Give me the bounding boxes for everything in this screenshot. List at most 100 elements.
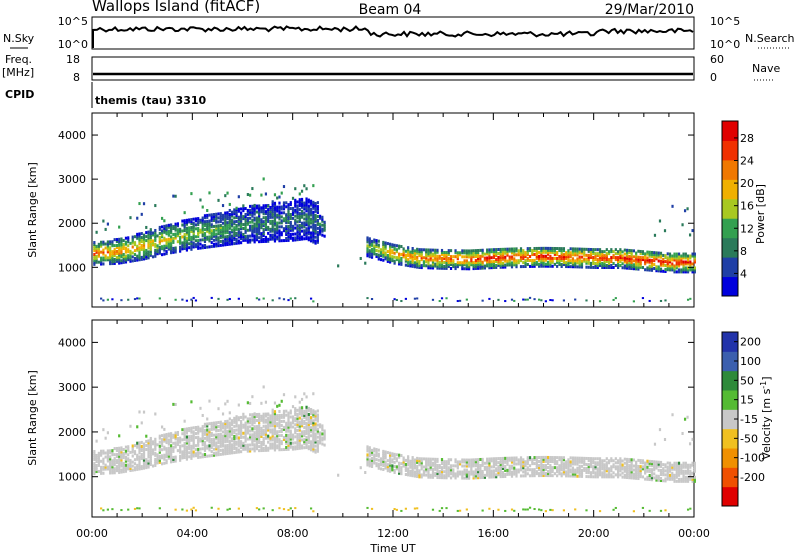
velocity-cell (644, 463, 647, 467)
velocity-cell (199, 429, 202, 433)
power-cell (262, 239, 265, 243)
velocity-cell (312, 439, 315, 443)
velocity-cell (264, 436, 268, 440)
velocity-cell (179, 458, 182, 462)
power-cell (366, 240, 369, 244)
power-cell (197, 246, 200, 250)
power-cell (219, 212, 222, 216)
power-cell (253, 203, 256, 207)
power-cell (653, 257, 656, 261)
power-cell (217, 242, 220, 246)
power-cell (208, 221, 211, 225)
velocity-cell (294, 431, 297, 435)
power-cell (510, 265, 514, 269)
power-cell (201, 244, 204, 248)
power-cell (208, 229, 211, 233)
power-cell (97, 242, 100, 246)
velocity-cell (571, 462, 575, 466)
power-cell (113, 257, 116, 261)
velocity-cell (646, 475, 649, 479)
power-cell (501, 253, 505, 257)
velocity-cell (127, 449, 130, 453)
power-cell (571, 259, 575, 263)
power-cell (309, 239, 313, 243)
power-cell (316, 218, 319, 222)
velocity-cell (504, 472, 507, 476)
power-cell (379, 250, 383, 254)
velocity-cell (215, 445, 218, 449)
velocity-cell (655, 460, 658, 464)
power-cell (562, 261, 566, 265)
power-cell (321, 233, 324, 237)
power-cell (481, 299, 484, 302)
velocity-cell (316, 441, 319, 445)
power-cell (188, 238, 191, 242)
velocity-cell (560, 472, 563, 476)
power-cell (154, 232, 157, 236)
power-cell (206, 227, 209, 231)
velocity-cell (312, 413, 315, 417)
power-cell (434, 256, 437, 260)
power-cell (316, 236, 319, 240)
velocity-cell (273, 428, 277, 432)
power-cell (650, 264, 654, 268)
power-cell (691, 252, 694, 256)
velocity-cell (124, 449, 128, 453)
power-cell (199, 218, 202, 222)
power-cell (93, 248, 96, 252)
power-cell (562, 263, 566, 267)
power-cell (298, 198, 301, 202)
power-cell (258, 226, 261, 230)
velocity-cell (409, 461, 412, 465)
power-cell (201, 220, 204, 224)
power-cell (127, 244, 130, 248)
velocity-cell (287, 423, 290, 427)
velocity-cell (607, 461, 611, 465)
power-cell (167, 247, 170, 251)
velocity-cell (492, 457, 496, 461)
velocity-cell (644, 477, 647, 481)
power-cell (183, 223, 186, 227)
power-cell (682, 254, 685, 258)
velocity-cell (111, 459, 114, 463)
power-cell (422, 256, 426, 260)
power-cell (199, 242, 202, 246)
power-cell (115, 259, 119, 263)
velocity-cell (544, 463, 547, 467)
velocity-cell (120, 450, 123, 454)
power-cell (409, 256, 412, 260)
velocity-cell (109, 451, 112, 455)
velocity-cell (398, 469, 401, 473)
power-cell (95, 248, 98, 252)
power-cell (217, 230, 220, 234)
velocity-cell (239, 419, 243, 423)
power-cell (237, 235, 240, 239)
power-cell (271, 229, 274, 233)
velocity-cell (508, 466, 511, 470)
power-cell (185, 228, 189, 232)
power-cell (267, 219, 270, 223)
velocity-cell (122, 452, 125, 456)
velocity-cell (305, 429, 308, 433)
velocity-cell (172, 449, 175, 453)
power-cell (296, 204, 299, 208)
power-cell (258, 232, 261, 236)
velocity-cell (276, 414, 279, 418)
power-cell (233, 228, 236, 232)
velocity-cell (307, 425, 310, 429)
power-cell (449, 266, 453, 270)
power-cell (314, 225, 317, 229)
power-cell (145, 231, 148, 235)
velocity-cell (167, 452, 170, 456)
velocity-cell (296, 445, 299, 449)
power-cell (142, 255, 146, 259)
velocity-cell (253, 437, 256, 441)
power-cell (368, 255, 371, 259)
power-cell (623, 266, 626, 270)
power-cell (686, 254, 690, 258)
power-cell (425, 252, 428, 256)
velocity-cell (616, 473, 620, 477)
power-cell (273, 215, 277, 219)
power-cell (278, 215, 281, 219)
power-cell (585, 261, 588, 265)
